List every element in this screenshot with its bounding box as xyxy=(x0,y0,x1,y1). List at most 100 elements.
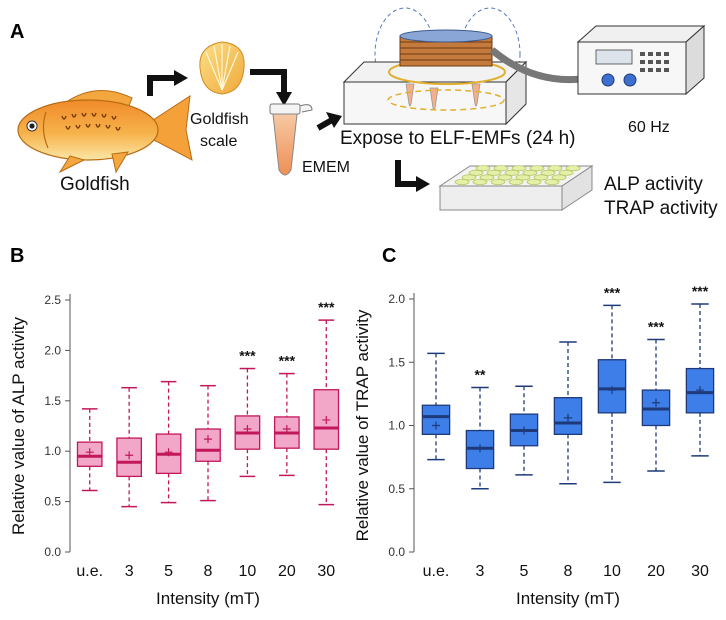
well xyxy=(544,178,560,185)
box-mean-marker xyxy=(564,413,572,422)
well xyxy=(504,169,520,176)
c-significance-label: *** xyxy=(692,283,709,299)
c-y-tick-label: 1.5 xyxy=(388,355,405,369)
tube-illustration xyxy=(269,103,313,176)
b-x-tick-label: 20 xyxy=(278,563,296,580)
c-y-tick-label: 1.0 xyxy=(388,419,405,433)
goldfish-label: Goldfish xyxy=(60,174,130,195)
goldfish-illustration xyxy=(17,89,193,174)
well xyxy=(468,169,484,176)
arrow-icon xyxy=(250,69,287,94)
c-x-tick-label: 20 xyxy=(647,563,665,580)
well xyxy=(533,174,549,181)
c-box-1: ** xyxy=(465,367,495,490)
generator-illustration xyxy=(576,24,706,96)
well xyxy=(547,165,563,172)
box-mean-marker xyxy=(476,444,484,453)
well xyxy=(461,174,477,181)
b-box-4: *** xyxy=(234,348,261,478)
b-x-tick-label: 30 xyxy=(317,563,335,580)
well xyxy=(486,169,502,176)
expose-label: Expose to ELF-EMFs (24 h) xyxy=(340,128,575,149)
b-x-axis-title: Intensity (mT) xyxy=(156,589,260,608)
c-box-6: *** xyxy=(685,283,715,457)
c-box-4: *** xyxy=(597,284,627,484)
panel-b-letter: B xyxy=(10,245,24,267)
b-y-tick-label: 0.0 xyxy=(44,545,61,559)
frequency-label: 60 Hz xyxy=(628,119,670,136)
panel-c-chart: C Relative value of TRAP activity Intens… xyxy=(353,245,715,608)
well xyxy=(493,165,509,172)
well xyxy=(490,178,506,185)
box-mean-marker xyxy=(432,421,440,430)
b-box-1 xyxy=(116,386,143,508)
b-box-3 xyxy=(195,384,221,502)
b-x-tick-label: 10 xyxy=(239,563,257,580)
b-significance-label: *** xyxy=(318,299,335,315)
arrow-icon xyxy=(316,117,334,131)
arrow-icon xyxy=(147,75,176,96)
box-mean-marker xyxy=(282,425,291,434)
box-mean-marker xyxy=(322,415,331,424)
c-y-axis-title: Relative value of TRAP activity xyxy=(353,309,372,541)
b-box-0 xyxy=(76,408,103,492)
well xyxy=(565,165,581,172)
b-x-tick-label: u.e. xyxy=(76,563,103,580)
b-y-tick-label: 2.0 xyxy=(44,343,61,357)
box-mean-marker xyxy=(164,448,173,457)
c-y-tick-label: 0.5 xyxy=(388,482,405,496)
box-mean-marker xyxy=(85,448,94,457)
box-mean-marker xyxy=(204,435,212,444)
box-iqr xyxy=(195,428,221,462)
c-x-tick-label: 10 xyxy=(603,563,621,580)
b-y-tick-label: 1.0 xyxy=(44,444,61,458)
scale-label-line2: scale xyxy=(200,133,237,150)
b-y-tick-label: 1.5 xyxy=(44,394,61,408)
assay1-label: ALP activity xyxy=(604,174,703,195)
c-box-0 xyxy=(421,352,451,461)
c-significance-label: *** xyxy=(604,284,621,300)
panel-b-chart: B Relative value of ALP activity Intensi… xyxy=(9,245,340,608)
well xyxy=(454,178,470,185)
c-y-tick-label: 2.0 xyxy=(388,292,405,306)
medium-label: EMEM xyxy=(302,159,350,176)
panel-c-letter: C xyxy=(382,245,396,267)
b-box-5: *** xyxy=(273,353,300,477)
b-significance-label: *** xyxy=(239,348,256,364)
well xyxy=(558,169,574,176)
well-plate-illustration xyxy=(438,165,594,211)
well xyxy=(522,169,538,176)
panel-a-letter: A xyxy=(10,21,24,43)
well xyxy=(479,174,495,181)
box-mean-marker xyxy=(696,386,704,395)
c-box-2 xyxy=(509,385,539,476)
box-mean-marker xyxy=(243,425,252,434)
c-box-5: *** xyxy=(641,318,671,472)
c-x-tick-label: 5 xyxy=(520,563,529,580)
box-mean-marker xyxy=(652,398,660,407)
well xyxy=(508,178,524,185)
well xyxy=(475,165,491,172)
box-mean-marker xyxy=(520,426,528,435)
well xyxy=(551,174,567,181)
b-x-tick-label: 5 xyxy=(164,563,173,580)
b-box-2 xyxy=(155,380,182,504)
c-x-tick-label: 3 xyxy=(476,563,485,580)
well xyxy=(540,169,556,176)
c-x-tick-label: 8 xyxy=(564,563,573,580)
b-y-tick-label: 2.5 xyxy=(44,293,61,307)
c-significance-label: *** xyxy=(648,318,665,334)
c-box-3 xyxy=(553,341,583,485)
c-x-tick-label: u.e. xyxy=(423,563,450,580)
c-y-tick-label: 0.0 xyxy=(388,545,405,559)
well xyxy=(511,165,527,172)
b-box-6: *** xyxy=(313,299,340,506)
b-x-tick-label: 8 xyxy=(204,563,213,580)
scale-label-line1: Goldfish xyxy=(190,111,249,128)
b-y-tick-label: 0.5 xyxy=(44,495,61,509)
c-x-tick-label: 30 xyxy=(691,563,709,580)
scale-illustration xyxy=(199,41,245,95)
box-mean-marker xyxy=(125,451,134,460)
well xyxy=(497,174,513,181)
